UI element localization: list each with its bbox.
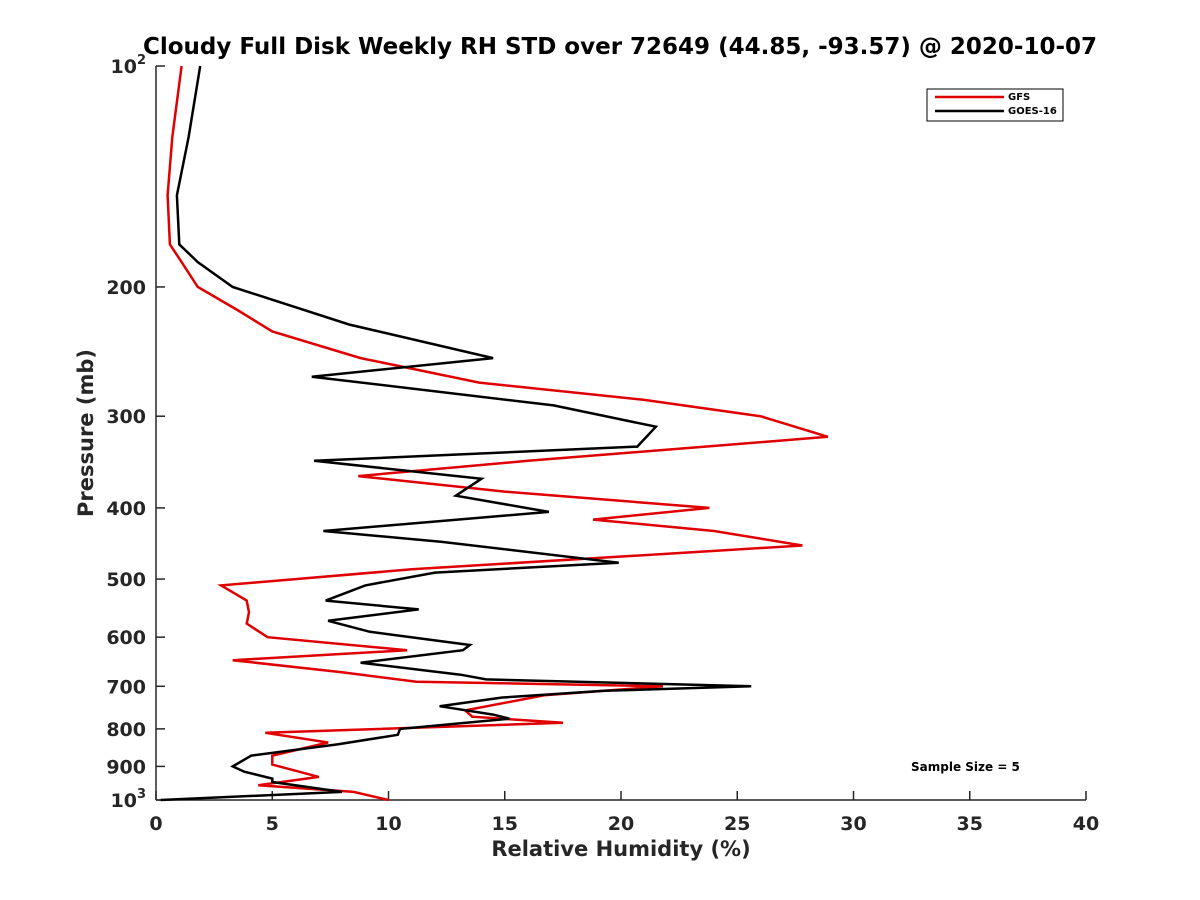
y-axis-label: Pressure (mb) <box>74 349 98 517</box>
legend: GFS GOES-16 <box>926 88 1064 122</box>
x-tick-label: 5 <box>266 813 279 835</box>
series-line-goes16 <box>160 65 752 802</box>
y-tick-label: 200 <box>106 277 146 299</box>
y-tick-label: 900 <box>106 756 146 778</box>
x-tick-label: 10 <box>375 813 401 835</box>
sample-size-annotation: Sample Size = 5 <box>911 760 1020 774</box>
x-axis-ticks: 0 5 10 15 20 25 30 35 40 <box>149 791 1099 835</box>
x-tick-label: 0 <box>149 813 162 835</box>
x-tick-label: 40 <box>1073 813 1099 835</box>
x-axis-label: Relative Humidity (%) <box>491 837 750 861</box>
y-axis-ticks: 102 200 300 400 500 600 700 800 900 103 <box>106 53 165 812</box>
y-tick-label: 400 <box>106 498 146 520</box>
x-tick-label: 30 <box>840 813 866 835</box>
y-tick-label: 600 <box>106 627 146 649</box>
y-tick-label: 103 <box>111 787 147 812</box>
x-tick-label: 35 <box>957 813 983 835</box>
x-tick-label: 25 <box>724 813 750 835</box>
series-layer <box>160 65 829 802</box>
x-tick-label: 20 <box>608 813 634 835</box>
y-tick-label: 300 <box>106 406 146 428</box>
y-tick-label: 500 <box>106 569 146 591</box>
legend-label-goes16: GOES-16 <box>1008 106 1057 117</box>
chart-title: Cloudy Full Disk Weekly RH STD over 7264… <box>143 34 1097 60</box>
y-tick-label: 800 <box>106 719 146 741</box>
series-line-gfs <box>166 65 829 802</box>
y-tick-label: 700 <box>106 676 146 698</box>
x-tick-label: 15 <box>492 813 518 835</box>
y-tick-label: 102 <box>111 53 147 78</box>
legend-label-gfs: GFS <box>1008 92 1030 103</box>
legend-box <box>926 88 1064 122</box>
